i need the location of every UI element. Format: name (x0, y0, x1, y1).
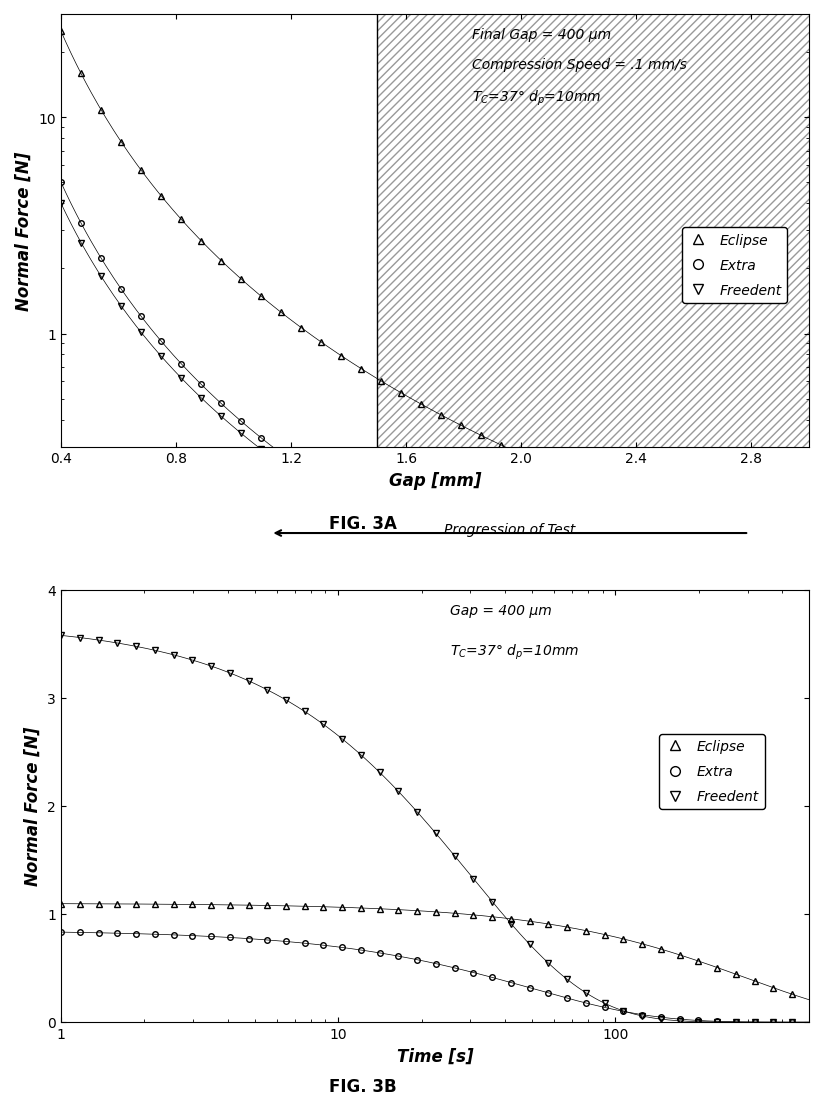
Text: Final Gap = 400 μm: Final Gap = 400 μm (472, 28, 611, 42)
Text: T$_C$=37° d$_p$=10mm: T$_C$=37° d$_p$=10mm (450, 642, 579, 661)
Legend: Eclipse, Extra, Freedent: Eclipse, Extra, Freedent (659, 733, 765, 809)
Bar (377, 14, 809, 447)
Text: Gap = 400 μm: Gap = 400 μm (450, 603, 552, 617)
Text: FIG. 3A: FIG. 3A (329, 514, 396, 533)
Y-axis label: Normal Force [N]: Normal Force [N] (24, 727, 42, 886)
Y-axis label: Normal Force [N]: Normal Force [N] (15, 151, 33, 311)
Legend: Eclipse, Extra, Freedent: Eclipse, Extra, Freedent (681, 228, 787, 303)
Text: Compression Speed = .1 mm/s: Compression Speed = .1 mm/s (472, 58, 687, 72)
X-axis label: Gap [mm]: Gap [mm] (389, 472, 481, 490)
Text: Progression of Test: Progression of Test (444, 523, 575, 536)
Text: FIG. 3B: FIG. 3B (329, 1076, 396, 1095)
X-axis label: Time [s]: Time [s] (396, 1046, 473, 1065)
Text: T$_C$=37° d$_p$=10mm: T$_C$=37° d$_p$=10mm (472, 88, 602, 108)
